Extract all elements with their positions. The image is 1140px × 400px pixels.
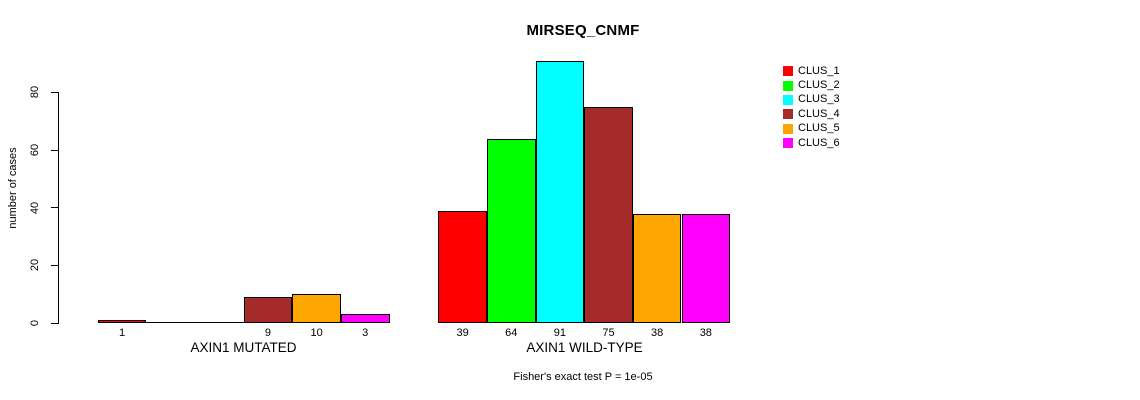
y-tick (51, 207, 59, 209)
bar-clus_4-wildtype (584, 107, 633, 323)
y-tick (51, 149, 59, 151)
y-tick-label: 0 (29, 319, 41, 327)
bar-value-label: 39 (456, 327, 469, 339)
chart-title: MIRSEQ_CNMF (526, 22, 640, 39)
bar-clus_1-mutated (97, 320, 147, 323)
legend-label: CLUS_5 (798, 122, 840, 135)
bar-value-label: 38 (699, 327, 712, 339)
bar-clus_1-wildtype (438, 211, 487, 323)
bar-value-label: 10 (310, 327, 323, 339)
x-axis-group-label-mutated: AXIN1 MUTATED (190, 340, 297, 355)
bar-clus_5-mutated (292, 294, 341, 323)
bar-clus_5-wildtype (632, 214, 682, 323)
bar-value-label: 9 (264, 327, 271, 339)
bar-clus_6-wildtype (681, 214, 731, 323)
legend-item-clus_5: CLUS_5 (783, 122, 840, 136)
legend-label: CLUS_2 (798, 79, 840, 92)
legend-label: CLUS_1 (798, 64, 840, 77)
y-tick-label: 80 (29, 86, 41, 99)
bar-clus_4-mutated (243, 297, 293, 323)
bar-value-label: 1 (118, 327, 126, 339)
legend-label: CLUS_6 (798, 136, 840, 149)
legend: CLUS_1 CLUS_2 CLUS_3 CLUS_4 CLUS_5 CLUS_6 (783, 64, 840, 150)
footnote-fishers-test: Fisher's exact test P = 1e-05 (513, 371, 653, 383)
bar-value-label: 64 (505, 327, 518, 339)
y-tick-label: 60 (29, 143, 41, 157)
bar-value-label: 38 (651, 327, 664, 339)
legend-label: CLUS_3 (798, 93, 840, 106)
y-axis-label: number of cases (7, 147, 19, 229)
y-tick (51, 322, 59, 324)
bar-value-label: 3 (362, 327, 369, 339)
legend-item-clus_1: CLUS_1 (783, 64, 840, 78)
zero-height-bar-clus_3 (194, 322, 244, 323)
legend-swatch-icon (783, 94, 793, 105)
legend-item-clus_3: CLUS_3 (783, 93, 840, 107)
y-tick-label: 40 (29, 201, 41, 214)
bar-value-label: 91 (553, 327, 567, 339)
y-tick-label: 20 (29, 259, 41, 272)
x-axis-group-label-wildtype: AXIN1 WILD-TYPE (526, 340, 643, 355)
bar-clus_3-wildtype (535, 61, 585, 323)
y-tick (51, 264, 59, 266)
legend-swatch-icon (783, 66, 793, 77)
legend-item-clus_2: CLUS_2 (783, 78, 840, 92)
bar-clus_2-wildtype (486, 139, 536, 323)
zero-height-bar-clus_2 (146, 322, 195, 323)
bar-clus_6-mutated (340, 314, 390, 323)
legend-label: CLUS_4 (798, 107, 840, 120)
legend-swatch-icon (783, 123, 793, 134)
legend-swatch-icon (783, 138, 793, 149)
legend-item-clus_4: CLUS_4 (783, 107, 840, 121)
legend-swatch-icon (783, 80, 793, 91)
bar-value-label: 75 (602, 327, 615, 339)
legend-swatch-icon (783, 109, 793, 120)
y-tick (51, 91, 59, 93)
legend-item-clus_6: CLUS_6 (783, 136, 840, 150)
